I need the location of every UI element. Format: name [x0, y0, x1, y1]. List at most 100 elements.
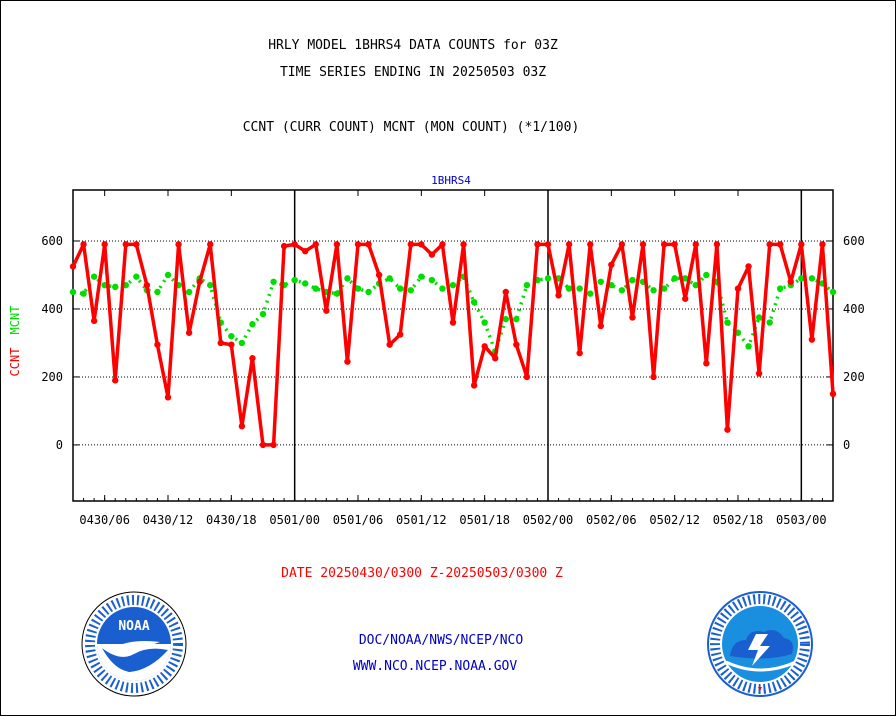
data-point-mcnt: [333, 290, 341, 297]
data-point-ccnt: [407, 241, 414, 248]
data-point-ccnt: [344, 358, 351, 365]
data-point-mcnt: [69, 288, 77, 296]
star-icon: ★: [757, 683, 763, 693]
data-point-ccnt: [534, 241, 541, 248]
data-point-mcnt: [798, 275, 805, 282]
data-point-ccnt: [259, 441, 267, 449]
data-point-mcnt: [523, 281, 531, 289]
data-point-mcnt: [386, 275, 393, 282]
data-point-mcnt: [755, 314, 763, 321]
date-range-label: DATE 20250430/0300 Z-20250503/0300 Z: [281, 566, 563, 581]
x-tick-label: 0502/12: [649, 513, 700, 527]
data-point-ccnt: [449, 319, 457, 326]
data-point-ccnt: [270, 441, 277, 449]
data-point-mcnt: [354, 285, 362, 292]
series-line-ccnt: [71, 242, 835, 447]
data-point-ccnt: [333, 241, 341, 248]
data-point-ccnt: [755, 370, 763, 377]
data-point-ccnt: [133, 241, 140, 248]
data-point-mcnt: [270, 278, 277, 285]
data-point-ccnt: [734, 285, 742, 292]
data-point-mcnt: [302, 280, 309, 287]
x-tick-label: 0503/00: [776, 513, 827, 527]
x-tick-label: 0430/18: [206, 513, 257, 527]
website-link[interactable]: WWW.NCO.NCEP.NOAA.GOV: [352, 659, 518, 674]
data-point-ccnt: [777, 241, 784, 248]
data-point-ccnt: [724, 426, 731, 433]
data-point-ccnt: [565, 241, 573, 248]
data-point-ccnt: [354, 241, 362, 248]
data-point-mcnt: [80, 290, 87, 297]
data-point-ccnt: [660, 241, 668, 248]
data-point-ccnt: [238, 423, 246, 430]
chart-title-line1: HRLY MODEL 1BHRS4 DATA COUNTS for 03Z: [268, 38, 558, 53]
data-point-mcnt: [766, 319, 773, 326]
data-point-mcnt: [90, 273, 98, 280]
data-point-ccnt: [122, 241, 129, 248]
data-point-ccnt: [112, 377, 119, 384]
data-point-mcnt: [238, 339, 246, 347]
x-tick-label: 0501/18: [459, 513, 510, 527]
data-point-ccnt: [671, 241, 678, 248]
data-point-mcnt: [745, 343, 752, 350]
data-point-mcnt: [513, 315, 520, 323]
data-point-mcnt: [439, 285, 446, 292]
data-point-ccnt: [703, 360, 710, 367]
data-point-ccnt: [375, 271, 383, 279]
data-point-ccnt: [618, 241, 626, 248]
data-point-mcnt: [154, 288, 161, 296]
data-point-mcnt: [407, 287, 414, 294]
data-point-ccnt: [90, 317, 98, 325]
data-point-ccnt: [196, 278, 203, 285]
data-point-ccnt: [523, 373, 531, 381]
x-tick-label: 0502/18: [713, 513, 764, 527]
data-point-mcnt: [207, 281, 214, 289]
data-point-mcnt: [133, 273, 140, 280]
data-point-ccnt: [386, 341, 393, 348]
data-point-ccnt: [745, 263, 752, 270]
y-tick-label-left: 0: [56, 438, 63, 452]
data-point-ccnt: [175, 241, 182, 248]
data-point-ccnt: [228, 341, 235, 348]
data-point-mcnt: [777, 285, 784, 292]
data-point-ccnt: [428, 251, 436, 258]
data-point-mcnt: [703, 271, 710, 279]
data-point-ccnt: [682, 295, 689, 302]
x-tick-label: 0502/06: [586, 513, 637, 527]
data-point-ccnt: [323, 307, 330, 314]
data-point-ccnt: [439, 241, 446, 248]
panel-label: 1BHRS4: [431, 174, 471, 187]
data-point-ccnt: [470, 382, 478, 389]
data-point-ccnt: [502, 288, 509, 296]
y-tick-label-left: 400: [41, 302, 63, 316]
x-tick-label: 0501/00: [269, 513, 320, 527]
x-tick-label: 0430/06: [79, 513, 130, 527]
data-point-ccnt: [249, 355, 256, 362]
data-point-ccnt: [798, 241, 805, 248]
data-point-ccnt: [629, 314, 636, 321]
y-tick-label-right: 0: [843, 438, 850, 452]
data-point-ccnt: [808, 336, 816, 343]
y-tick-label-left: 600: [41, 234, 63, 248]
data-point-mcnt: [565, 285, 573, 292]
data-point-ccnt: [80, 241, 87, 248]
data-point-ccnt: [829, 390, 837, 398]
data-point-mcnt: [470, 298, 478, 306]
data-point-mcnt: [228, 332, 235, 340]
data-point-ccnt: [207, 241, 214, 248]
data-point-ccnt: [650, 373, 657, 381]
data-point-mcnt: [428, 276, 436, 284]
data-point-ccnt: [101, 241, 108, 248]
data-point-mcnt: [112, 283, 119, 291]
data-point-ccnt: [544, 241, 552, 248]
data-point-mcnt: [597, 278, 604, 285]
x-tick-label: 0430/12: [143, 513, 194, 527]
data-point-mcnt: [291, 276, 298, 284]
data-point-ccnt: [185, 329, 193, 336]
x-tick-label: 0501/12: [396, 513, 447, 527]
data-point-mcnt: [185, 288, 193, 296]
y-tick-label-right: 600: [843, 234, 865, 248]
data-point-mcnt: [259, 310, 267, 318]
noaa-logo-text: NOAA: [118, 619, 149, 634]
